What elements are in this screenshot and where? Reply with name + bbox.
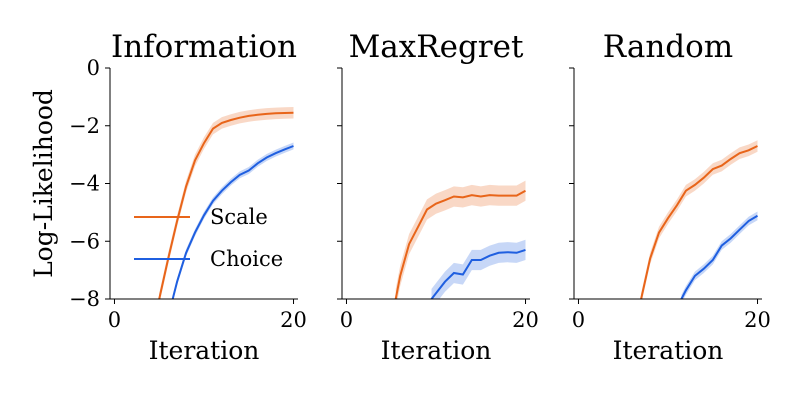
- plot-area: [158, 107, 294, 299]
- legend: Scale Choice: [134, 205, 283, 271]
- series-line-choice: [430, 248, 526, 299]
- x-axis-label: Iteration: [149, 336, 260, 365]
- panel-title: Random: [603, 29, 733, 65]
- y-tick-label: −8: [69, 287, 100, 311]
- x-axis-label: Iteration: [381, 336, 492, 365]
- plot-area: [394, 180, 526, 299]
- confidence-band-choice: [431, 239, 526, 299]
- plot-area: [640, 140, 759, 299]
- panel-information: 0 −2 −4 −6 −8 0 20 Information Iteration Scale Cho…: [69, 29, 307, 365]
- y-axis-label: Log-Likelihood: [29, 89, 58, 278]
- series-line-scale: [640, 145, 758, 299]
- series-line-scale: [158, 111, 294, 299]
- panel-title: Information: [111, 29, 297, 65]
- legend-label-scale: Scale: [210, 205, 268, 229]
- x-tick-label: 20: [744, 308, 771, 332]
- panel-maxregret: 0 20 MaxRegret Iteration: [337, 29, 539, 365]
- panel-random: 0 20 Random Iteration: [569, 29, 771, 365]
- y-tick-label: −6: [69, 229, 100, 253]
- confidence-band-scale: [395, 180, 526, 299]
- y-tick-label: −4: [69, 172, 100, 196]
- x-tick-label: 20: [280, 308, 307, 332]
- x-tick-label: 0: [572, 308, 585, 332]
- x-tick-label: 0: [340, 308, 353, 332]
- legend-label-choice: Choice: [210, 247, 283, 271]
- x-tick-label: 20: [512, 308, 539, 332]
- y-tick-label: 0: [87, 56, 100, 80]
- series-line-choice: [171, 145, 294, 299]
- y-tick-label: −2: [69, 114, 100, 138]
- series-line-scale: [394, 189, 526, 299]
- panels: 0 −2 −4 −6 −8 0 20 Information Iteration Scale Cho…: [69, 29, 771, 365]
- confidence-band-scale: [641, 140, 758, 299]
- x-axis-label: Iteration: [613, 336, 724, 365]
- confidence-band-choice: [681, 211, 758, 299]
- series-line-choice: [680, 214, 759, 299]
- x-tick-label: 0: [108, 308, 121, 332]
- panel-title: MaxRegret: [349, 29, 524, 65]
